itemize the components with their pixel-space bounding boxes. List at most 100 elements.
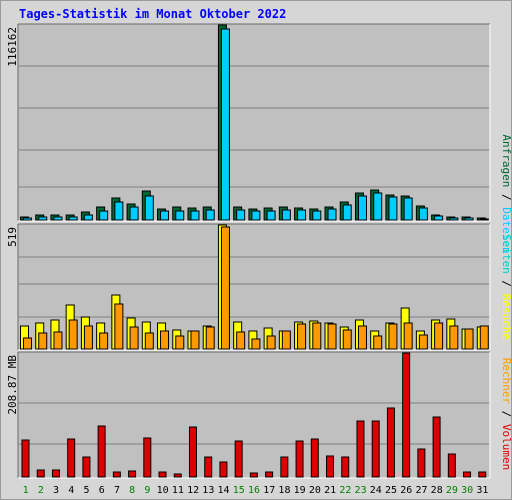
- dateien-bar: [205, 209, 215, 221]
- volumen-bar: [356, 420, 365, 478]
- volumen-bar: [341, 456, 350, 478]
- dateien-bar: [297, 209, 307, 221]
- legend-item: Anfragen: [500, 134, 512, 187]
- rechner-bar: [23, 337, 32, 350]
- rechner-bar: [449, 325, 459, 350]
- rechner-bar: [403, 322, 413, 350]
- volumen-bar: [478, 471, 487, 478]
- volumen-bar: [97, 425, 106, 478]
- rechner-bar: [236, 331, 246, 350]
- volumen-bar: [158, 471, 167, 478]
- x-tick-label: 19: [294, 485, 306, 496]
- dateien-bar: [312, 210, 322, 221]
- volumen-bar: [371, 420, 380, 478]
- rechner-bar: [342, 329, 352, 350]
- rechner-bar: [373, 335, 383, 350]
- rechner-bar: [83, 325, 93, 350]
- rechner-bar: [190, 330, 200, 350]
- x-tick-label: 27: [415, 485, 427, 496]
- x-tick-label: 7: [114, 485, 120, 496]
- x-tick-label: 30: [461, 485, 473, 496]
- dateien-bar: [373, 192, 383, 221]
- dateien-bar: [114, 201, 124, 221]
- volumen-bar: [432, 416, 441, 478]
- dateien-bar: [190, 210, 200, 221]
- x-tick-label: 28: [431, 485, 443, 496]
- volumen-bar: [265, 471, 274, 478]
- y-max-label-middle: 519: [6, 227, 19, 247]
- dateien-bar: [479, 218, 489, 221]
- x-tick-label: 1: [23, 485, 29, 496]
- volumen-bar: [326, 455, 335, 478]
- dateien-bar: [388, 196, 398, 221]
- dateien-bar: [236, 209, 246, 221]
- rechner-bar: [434, 322, 444, 350]
- x-tick-label: 12: [187, 485, 199, 496]
- dateien-bar: [68, 216, 78, 221]
- x-tick-label: 25: [385, 485, 397, 496]
- rechner-bar: [129, 326, 139, 350]
- volumen-bar: [21, 439, 30, 478]
- rechner-bar: [479, 325, 489, 350]
- y-max-label-bottom: 208.87 MB: [6, 355, 19, 415]
- x-tick-label: 14: [218, 485, 230, 496]
- y-max-label-top: 116162: [6, 27, 19, 67]
- legend-item: Volumen: [500, 424, 512, 470]
- dateien-bar: [175, 210, 185, 221]
- volumen-bar: [249, 472, 258, 478]
- volumen-bar: [417, 448, 426, 478]
- volumen-bar: [310, 438, 319, 478]
- volumen-bar: [463, 471, 472, 478]
- x-tick-label: 9: [144, 485, 150, 496]
- dateien-bar: [403, 197, 413, 221]
- volumen-bar: [143, 437, 152, 478]
- legend-top: Anfragen / Dateien: [500, 134, 512, 253]
- x-tick-label: 18: [278, 485, 290, 496]
- rechner-bar: [357, 325, 367, 350]
- dateien-bar: [38, 216, 48, 221]
- dateien-bar: [251, 210, 261, 221]
- dateien-bar: [418, 207, 428, 221]
- rechner-bar: [205, 326, 215, 350]
- dateien-bar: [144, 195, 154, 221]
- rechner-bar: [99, 332, 109, 350]
- x-tick-label: 17: [263, 485, 275, 496]
- rechner-bar: [175, 335, 185, 350]
- rechner-bar: [38, 332, 48, 350]
- chart-title: Tages-Statistik im Monat Oktober 2022: [19, 7, 287, 21]
- x-tick-label: 26: [400, 485, 412, 496]
- volumen-bar: [402, 352, 411, 478]
- dateien-bar: [266, 210, 276, 221]
- x-tick-label: 4: [68, 485, 74, 496]
- x-tick-label: 8: [129, 485, 135, 496]
- volumen-bar: [280, 456, 289, 478]
- x-tick-label: 11: [172, 485, 184, 496]
- x-tick-label: 31: [476, 485, 488, 496]
- legend-item: Rechner: [500, 358, 512, 405]
- dateien-bar: [83, 214, 93, 221]
- legend-middle: Seiten / Besuche: [500, 234, 512, 340]
- legend-bottom: Rechner / Volumen: [500, 358, 512, 471]
- dateien-bar: [281, 209, 291, 221]
- rechner-bar: [68, 319, 78, 350]
- volumen-bar: [386, 407, 395, 478]
- dateien-bar: [23, 217, 32, 221]
- x-tick-label: 21: [324, 485, 336, 496]
- plot-area-bottom: [18, 352, 490, 478]
- x-tick-label: 24: [370, 485, 382, 496]
- dateien-bar: [220, 28, 230, 221]
- volumen-bar: [82, 456, 91, 478]
- dateien-bar: [434, 215, 444, 221]
- x-tick-label: 23: [355, 485, 367, 496]
- legend-separator: /: [500, 187, 512, 207]
- x-tick-label: 2: [38, 485, 44, 496]
- rechner-bar: [388, 323, 398, 350]
- volumen-bar: [67, 438, 76, 478]
- volumen-bar: [447, 453, 456, 478]
- volumen-bar: [188, 426, 197, 478]
- x-tick-label: 5: [84, 485, 90, 496]
- x-tick-label: 20: [309, 485, 321, 496]
- legend-item: Besuche: [500, 294, 512, 340]
- x-tick-label: 13: [202, 485, 214, 496]
- volumen-bar: [234, 440, 243, 478]
